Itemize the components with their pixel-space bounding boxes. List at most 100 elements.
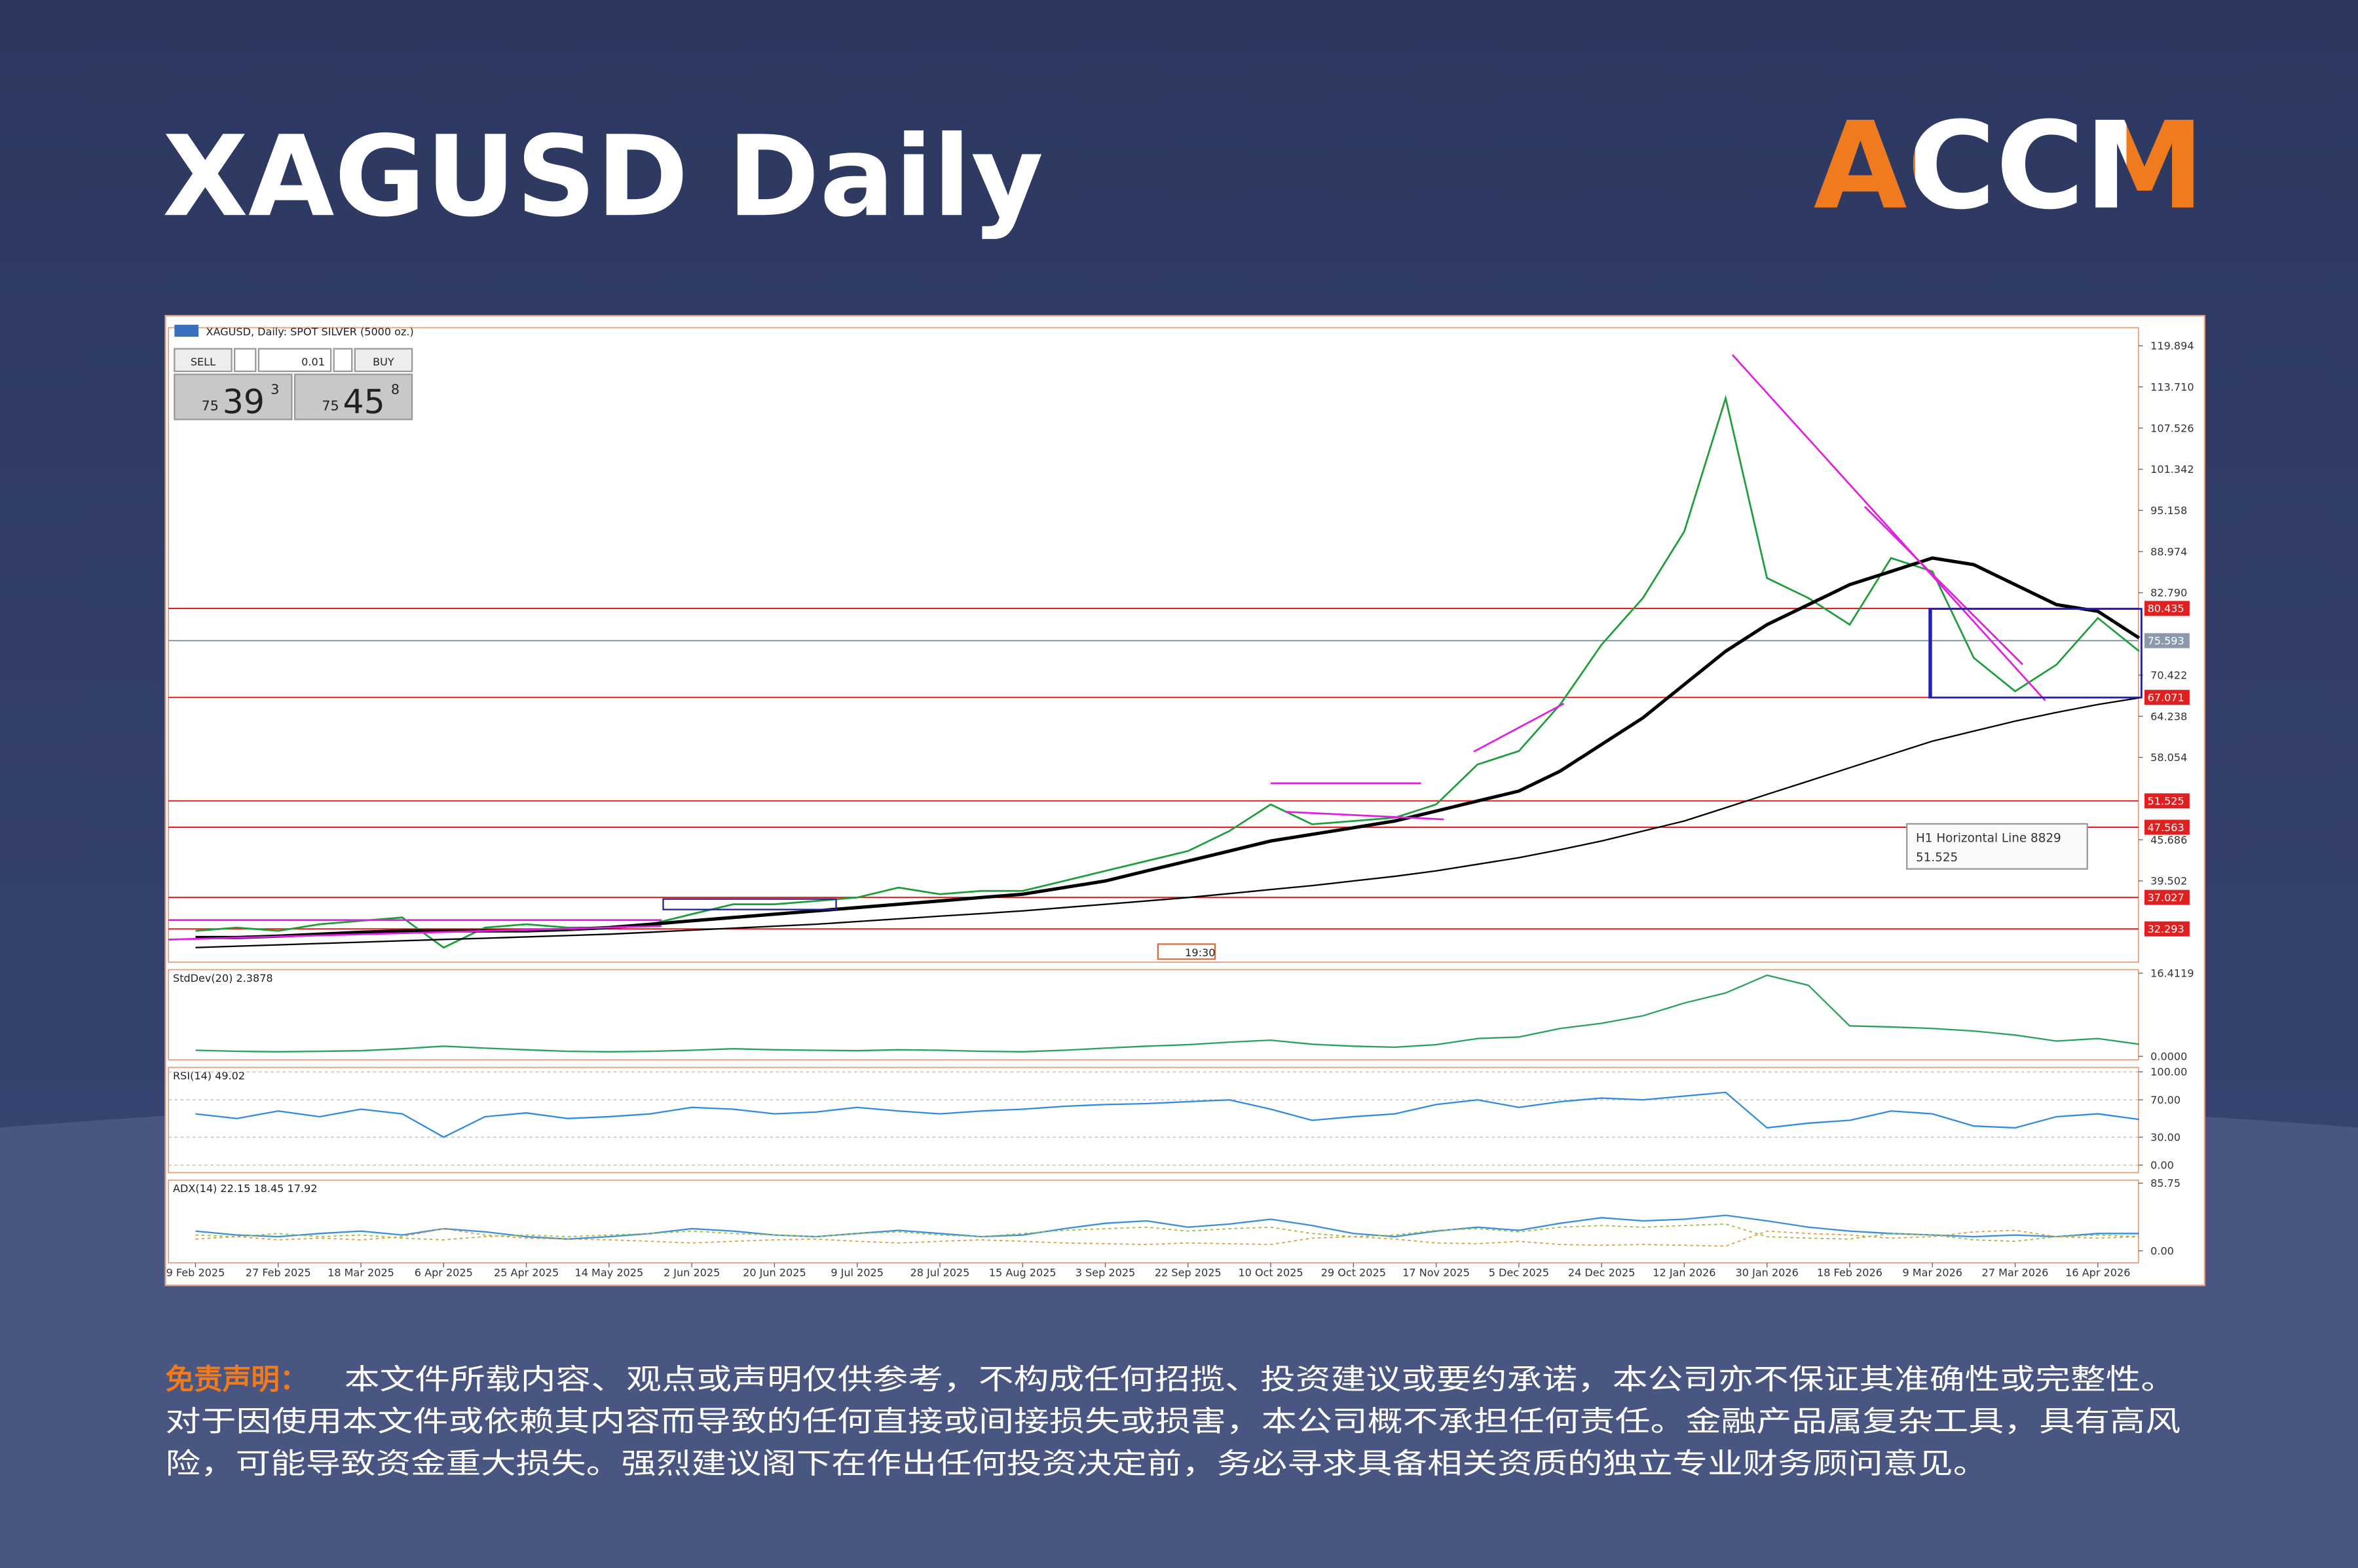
level-box [2144,633,2190,648]
panel-title: StdDev(20) 2.3878 [173,972,273,984]
y-tick-label: 70.422 [2150,669,2187,681]
x-tick-label: 28 Jul 2025 [910,1267,970,1279]
x-tick-label: 10 Oct 2025 [1238,1267,1303,1279]
x-tick-label: 9 Feb 2025 [166,1267,225,1279]
x-tick-label: 5 Dec 2025 [1489,1267,1549,1279]
level-label: 80.435 [2148,603,2184,615]
panel-title: ADX(14) 22.15 18.45 17.92 [173,1182,317,1195]
y-tick-label: 70.00 [2150,1094,2180,1106]
bid-suffix: 3 [271,381,279,397]
trend-line [1473,702,1565,753]
x-tick-label: 3 Sep 2025 [1076,1267,1136,1279]
x-tick-label: 18 Feb 2026 [1817,1267,1882,1279]
volume-up[interactable] [333,348,353,373]
disclaimer-text: 险，可能导致资金重大损失。强烈建议阁下在作出任何投资决定前，务必寻求具备相关资质… [166,1447,1989,1480]
y-tick-label: 107.526 [2150,422,2194,434]
panel [168,327,2139,963]
level-label: 32.293 [2148,923,2184,935]
x-tick-label: 17 Nov 2025 [1402,1267,1470,1279]
range-box [662,898,837,910]
logo: ACCM [1814,97,2205,236]
bid-box[interactable] [174,373,293,420]
y-tick-label: 101.342 [2150,463,2194,476]
x-tick-label: 9 Mar 2026 [1902,1267,1962,1279]
y-tick-label: 95.158 [2150,504,2187,517]
disclaimer-label: 免责声明： [166,1364,309,1396]
range-box [1928,608,2143,699]
level-label: 75.593 [2148,635,2184,647]
y-tick-label: 119.894 [2150,340,2194,352]
panel [168,969,2139,1061]
y-tick-label: 45.686 [2150,834,2187,846]
y-tick-label: 16.4119 [2150,967,2194,980]
buy-button[interactable] [354,348,413,373]
page-title: XAGUSD Daily [162,112,1043,242]
trade-panel: SELL 0.01 BUY 75 39 3 75 45 8 [174,348,413,421]
x-tick-label: 6 Apr 2025 [415,1267,473,1279]
x-tick-label: 16 Apr 2026 [2065,1267,2130,1279]
x-tick-label: 2 Jun 2025 [664,1267,720,1279]
level-label: 47.563 [2148,821,2184,834]
x-tick-label: 29 Oct 2025 [1321,1267,1386,1279]
level-box [2144,601,2190,616]
time-box [1157,943,1216,960]
trend-line [168,925,662,941]
x-tick-label: 14 May 2025 [575,1267,644,1279]
series-line [195,1228,2139,1247]
y-tick-label: 0.0000 [2150,1051,2187,1063]
series-line [195,1223,2139,1242]
volume-input[interactable] [257,348,332,373]
y-tick-label: 39.502 [2150,875,2187,887]
ask-main: 45 [343,383,384,421]
x-tick-label: 18 Mar 2025 [328,1267,394,1279]
ask-suffix: 8 [391,381,400,397]
panel [168,1066,2139,1174]
tooltip-value: 51.525 [1916,851,1958,865]
level-box [2144,889,2190,905]
symbol-title: XAGUSD, Daily: SPOT SILVER (5000 oz.) [206,326,414,338]
level-box [2144,819,2190,835]
y-tick-label: 100.00 [2150,1066,2187,1078]
panel-title: RSI(14) 49.02 [173,1070,245,1082]
series-line [195,974,2140,1053]
trend-line [1285,811,1444,821]
x-tick-label: 27 Mar 2026 [1982,1267,2049,1279]
volume: 0.01 [301,356,325,368]
y-tick-label: 85.75 [2150,1177,2180,1189]
symbol-icon [174,324,199,337]
drawings [168,354,2046,941]
y-tick-label: 113.710 [2150,381,2194,393]
trend-line [1863,506,2023,665]
time-label: 19:30 [1185,946,1215,959]
series-line [195,1091,2140,1138]
x-tick-label: 25 Apr 2025 [494,1267,559,1279]
x-tick-label: 15 Aug 2025 [989,1267,1057,1279]
series-line [195,1214,2139,1240]
x-tick-label: 30 Jan 2026 [1736,1267,1799,1279]
sell-button[interactable] [174,348,233,373]
y-tick-label: 64.238 [2150,710,2187,722]
y-tick-label: 82.790 [2150,587,2187,599]
y-tick-label: 0.00 [2150,1244,2174,1257]
series-line [195,556,2141,939]
trend-line [1731,354,2046,701]
level-label: 67.071 [2148,692,2184,704]
level-box [2144,690,2190,705]
bid-main: 39 [223,383,265,421]
plots: 119.894 113.710 107.526 101.342 95.158 88.974… [166,327,2194,1279]
x-tick-label: 12 Jan 2026 [1653,1267,1715,1279]
ask-box[interactable] [293,373,413,420]
ask-prefix: 75 [322,398,339,414]
level-label: 51.525 [2148,795,2184,808]
tooltip [1906,823,2088,870]
buy-label: BUY [373,356,394,368]
y-tick-label: 88.974 [2150,546,2187,558]
disclaimer-text: 本文件所载内容、观点或声明仅供参考，不构成任何招揽、投资建议或要约承诺，本公司亦… [345,1364,2176,1396]
y-tick-label: 58.054 [2150,751,2187,764]
x-tick-label: 22 Sep 2025 [1155,1267,1222,1279]
x-tick-label: 24 Dec 2025 [1568,1267,1636,1279]
volume-down[interactable] [234,348,257,373]
x-tick-label: 27 Feb 2025 [246,1267,311,1279]
